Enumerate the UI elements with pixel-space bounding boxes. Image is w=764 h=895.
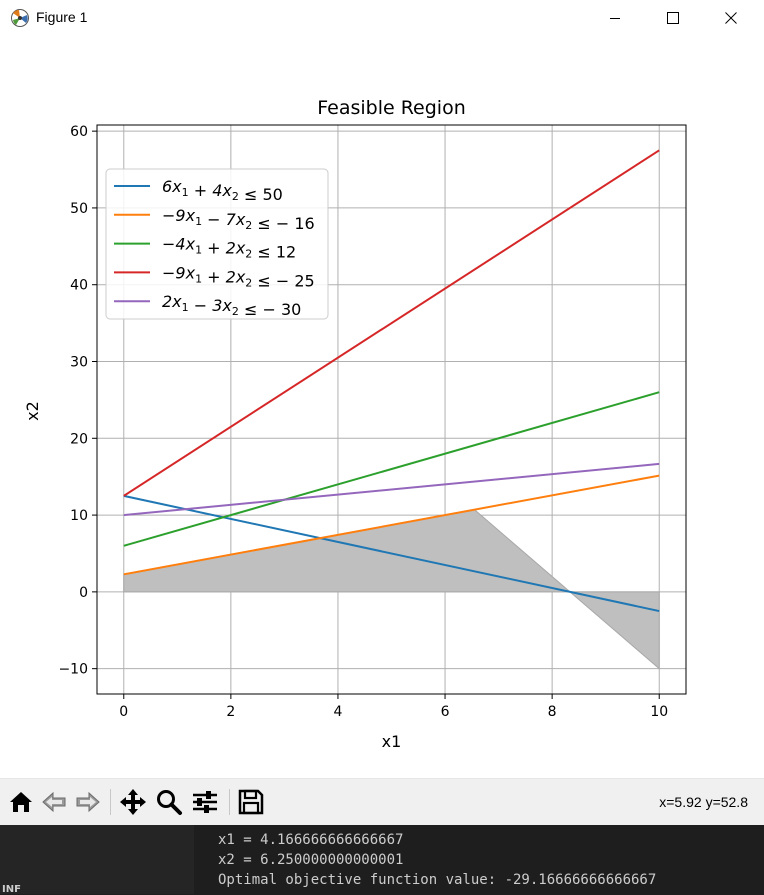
- minimize-icon: [610, 18, 620, 19]
- series-line: [123, 149, 660, 497]
- title-bar[interactable]: Figure 1: [0, 0, 764, 36]
- x-tick-label: 0: [119, 704, 128, 720]
- series-line: [123, 494, 660, 613]
- series-line: [123, 391, 660, 547]
- legend-label: −9x1 + 2x2 ≤ − 25: [162, 263, 315, 290]
- y-tick-label: 0: [79, 585, 88, 601]
- feasible-region: [123, 509, 660, 670]
- matplotlib-app-icon: [11, 9, 29, 27]
- minimize-button[interactable]: [586, 0, 644, 36]
- legend-box: [105, 168, 329, 320]
- series-line: [123, 462, 660, 517]
- x-tick-label: 6: [441, 704, 450, 720]
- sidebar-label: INF: [2, 884, 21, 895]
- forward-icon: [76, 791, 100, 813]
- terminal-sidebar: INF: [0, 825, 194, 895]
- y-axis-label: x2: [23, 401, 42, 421]
- plot-frame: [96, 124, 687, 695]
- x-tick-label: 8: [548, 704, 557, 720]
- configure-icon: [193, 791, 217, 813]
- y-tick-label: −10: [58, 662, 88, 678]
- window-title: Figure 1: [36, 9, 88, 25]
- figure-window: Figure 1 0 2 4 6 8 10 −10 0 10 20 30 40 50 60 Feasibl…: [0, 0, 764, 826]
- close-button[interactable]: [702, 0, 760, 36]
- zoom-icon: [157, 790, 182, 815]
- toolbar-separator: [110, 789, 111, 815]
- pan-button[interactable]: [119, 788, 147, 816]
- series-line: [123, 474, 660, 576]
- y-tick-label: 10: [70, 508, 88, 524]
- x-axis-label: x1: [382, 732, 402, 751]
- y-tick-label: 40: [70, 278, 88, 294]
- maximize-button[interactable]: [644, 0, 702, 36]
- save-button[interactable]: [237, 788, 265, 816]
- back-icon: [42, 791, 66, 813]
- navigation-toolbar: x=5.92 y=52.8: [0, 778, 764, 826]
- toolbar-separator: [229, 789, 230, 815]
- chart-title: Feasible Region: [317, 97, 466, 119]
- pan-icon: [120, 789, 146, 815]
- legend-label: 6x1 + 4x2 ≤ 50: [162, 177, 283, 204]
- forward-button[interactable]: [74, 788, 102, 816]
- y-tick-label: 30: [70, 355, 88, 371]
- console-line: x2 = 6.250000000000001: [218, 852, 404, 868]
- y-tick-label: 50: [70, 201, 88, 217]
- x-tick-label: 10: [650, 704, 668, 720]
- legend-label: −9x1 − 7x2 ≤ − 16: [162, 206, 315, 233]
- home-icon: [10, 792, 32, 812]
- save-icon: [238, 789, 264, 815]
- console-line: Optimal objective function value: -29.16…: [218, 872, 657, 888]
- y-tick-label: 20: [70, 431, 88, 447]
- x-tick-label: 4: [333, 704, 342, 720]
- cursor-coordinates: x=5.92 y=52.8: [659, 794, 748, 810]
- zoom-button[interactable]: [155, 788, 183, 816]
- maximize-icon: [667, 12, 679, 24]
- configure-subplots-button[interactable]: [191, 788, 219, 816]
- close-icon: [725, 12, 737, 24]
- y-tick-label: 60: [70, 124, 88, 140]
- console-line: x1 = 4.166666666666667: [218, 832, 404, 848]
- back-button[interactable]: [40, 788, 68, 816]
- legend: 6x1 + 4x2 ≤ 50−9x1 − 7x2 ≤ − 16−4x1 + 2x…: [105, 168, 329, 320]
- terminal-panel: INF x1 = 4.166666666666667 x2 = 6.250000…: [0, 825, 764, 895]
- figure-canvas[interactable]: 0 2 4 6 8 10 −10 0 10 20 30 40 50 60 Feasible Region …: [0, 36, 764, 778]
- home-button[interactable]: [7, 788, 35, 816]
- legend-label: 2x1 − 3x2 ≤ − 30: [162, 292, 301, 319]
- legend-label: −4x1 + 2x2 ≤ 12: [162, 235, 296, 262]
- x-tick-label: 2: [226, 704, 235, 720]
